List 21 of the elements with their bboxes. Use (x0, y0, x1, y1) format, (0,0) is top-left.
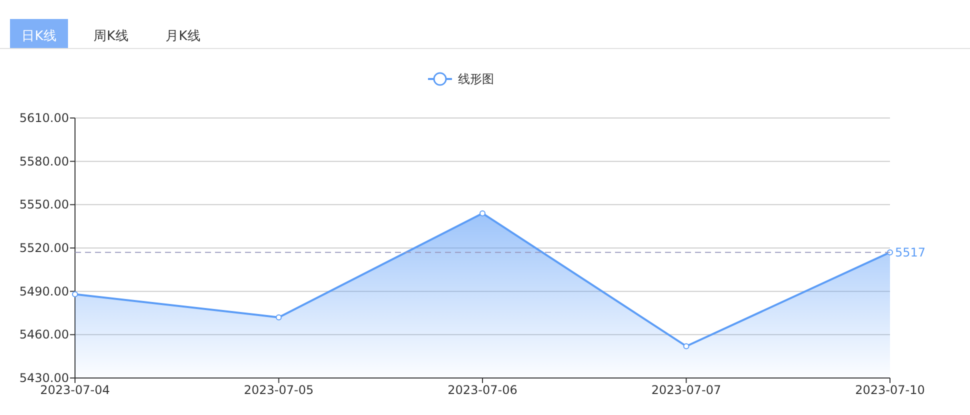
y-tick-label: 5520.00 (19, 241, 69, 255)
x-tick-label: 2023-07-10 (855, 383, 925, 397)
point (276, 314, 282, 320)
point (480, 210, 486, 216)
y-tick-label: 5490.00 (19, 284, 69, 298)
x-tick-label: 2023-07-05 (244, 383, 314, 397)
text: 周K线 (94, 29, 128, 44)
text: 日K线 (22, 29, 56, 44)
y-tick-label: 5430.00 (19, 371, 69, 385)
y-tick-label: 5610.00 (19, 111, 69, 125)
x-tick-label: 2023-07-07 (651, 383, 722, 397)
point (683, 343, 690, 350)
legend-label: 线形图 (458, 72, 494, 86)
y-tick-label: 5460.00 (19, 328, 69, 342)
x-tick-label: 2023-07-04 (40, 383, 110, 397)
ref-line-label: 5517 (895, 245, 926, 260)
point (72, 291, 78, 298)
text: 月K线 (166, 29, 200, 44)
x-tick-label: 2023-07-06 (448, 383, 518, 397)
y-tick-label: 5580.00 (19, 154, 69, 168)
y-tick-label: 5550.00 (19, 198, 69, 212)
